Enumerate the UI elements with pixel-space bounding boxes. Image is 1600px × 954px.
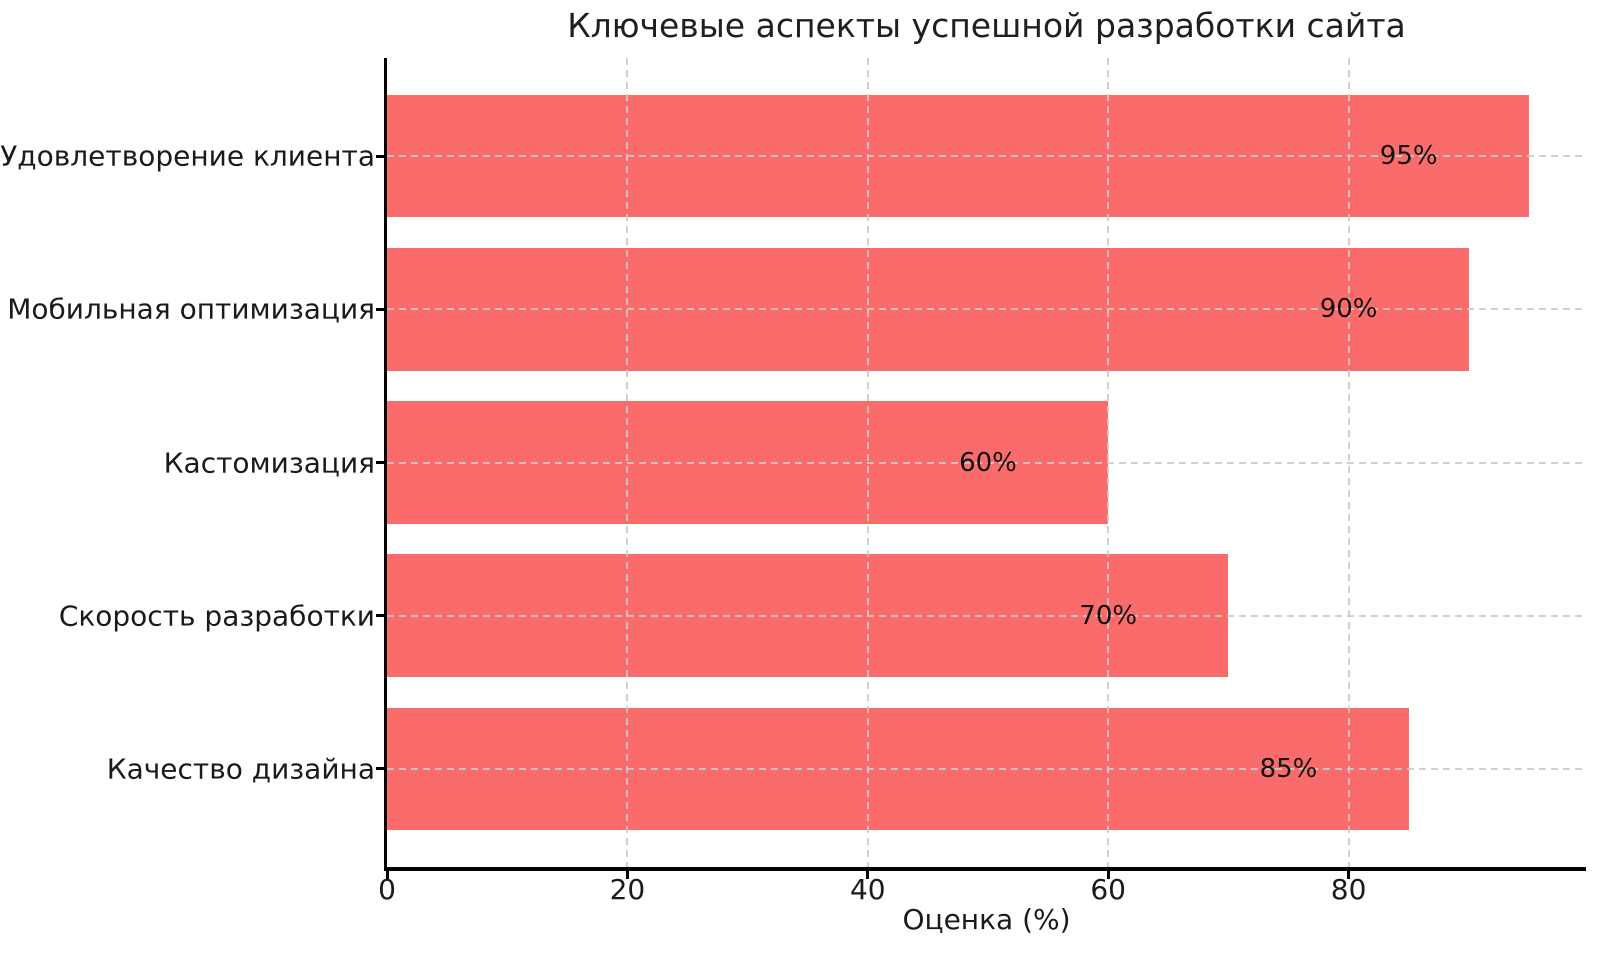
x-tick-mark <box>866 871 870 879</box>
x-tick-label: 40 <box>849 873 886 906</box>
x-tick-label: 0 <box>378 873 396 906</box>
x-tick-mark <box>1106 871 1110 879</box>
x-axis-spine <box>384 867 1586 871</box>
plot-area: 95% 90% 60% 70% 85% <box>387 58 1586 867</box>
x-tick-label: 80 <box>1330 873 1367 906</box>
x-tick-label: 20 <box>609 873 646 906</box>
y-tick-label: Качество дизайна <box>106 752 375 786</box>
x-tick-mark <box>385 871 389 879</box>
x-tick-mark <box>625 871 629 879</box>
y-tick-mark <box>376 614 384 618</box>
bar-value-label: 95% <box>1379 141 1438 172</box>
gridline-horizontal <box>387 614 1586 617</box>
bar-value-label: 70% <box>1079 600 1138 631</box>
gridline-vertical <box>626 58 629 867</box>
y-tick-label: Скорость разработки <box>58 599 375 633</box>
y-tick-label: Мобильная оптимизация <box>7 292 375 326</box>
y-tick-label: Кастомизация <box>163 446 375 479</box>
gridline-vertical <box>1347 58 1350 867</box>
gridline-horizontal <box>387 308 1586 311</box>
gridline-vertical <box>866 58 869 867</box>
gridline-vertical <box>1107 58 1110 867</box>
chart-title: Ключевые аспекты успешной разработки сай… <box>567 6 1406 45</box>
y-tick-mark <box>376 767 384 771</box>
y-axis-spine <box>384 58 387 871</box>
bar-value-label: 90% <box>1319 294 1378 325</box>
y-tick-label: Удовлетворение клиента <box>0 139 375 173</box>
gridline-horizontal <box>387 461 1586 464</box>
gridline-horizontal <box>387 767 1586 770</box>
y-tick-mark <box>376 461 384 464</box>
x-tick-label: 60 <box>1090 873 1127 906</box>
bar-value-label: 85% <box>1259 753 1318 784</box>
y-tick-mark <box>376 154 384 158</box>
gridline-horizontal <box>387 155 1586 158</box>
x-tick-mark <box>1347 871 1351 879</box>
bar-value-label: 60% <box>959 447 1017 478</box>
y-tick-mark <box>376 307 384 311</box>
x-axis-title: Оценка (%) <box>902 903 1071 936</box>
